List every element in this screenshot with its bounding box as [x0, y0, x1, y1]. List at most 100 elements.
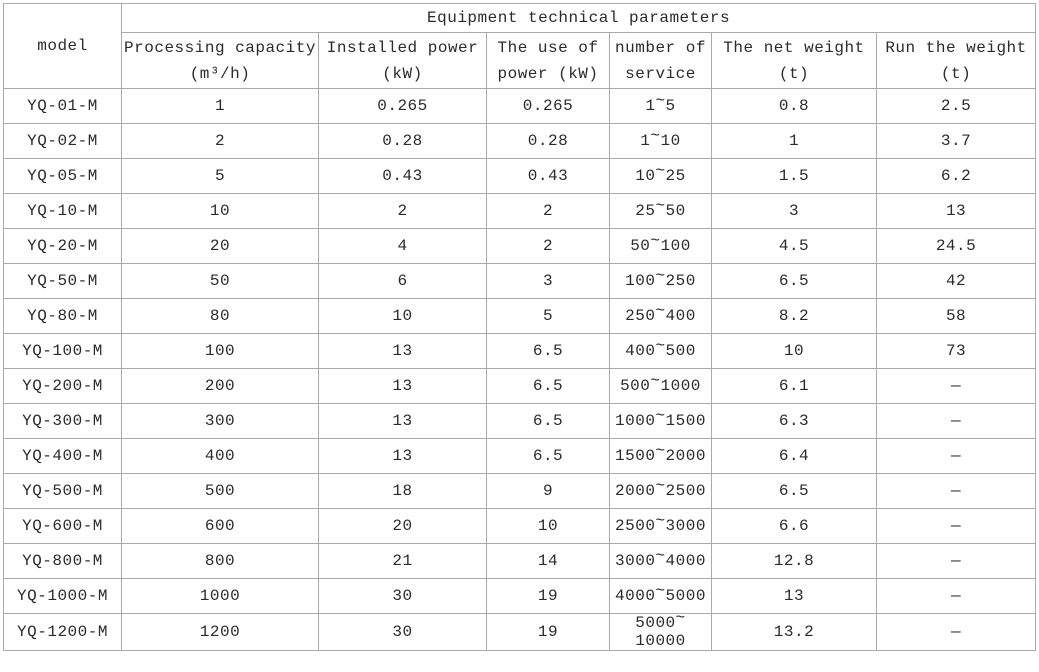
table-row: YQ-300-M 300 13 6.5 1000~1500 6.3—	[3, 403, 1037, 439]
value-cell: 1200	[121, 613, 319, 651]
model-cell: YQ-80-M	[3, 298, 122, 334]
value-cell: 18	[318, 473, 487, 509]
header-row-columns: Processing capacity (m³/h) Installed pow…	[4, 32, 1037, 89]
range-tilde: ~	[650, 232, 661, 250]
value-cell: 14	[486, 543, 610, 579]
table-row: YQ-50-M 50 6 3 100~250 6.5 42	[3, 263, 1037, 299]
value-cell: 50~100	[609, 228, 712, 264]
value-cell: 1	[711, 123, 877, 159]
value-cell: 10	[318, 298, 487, 334]
model-cell: YQ-01-M	[3, 88, 122, 124]
value-cell: 0.43	[486, 158, 610, 194]
range-tilde: ~	[655, 302, 666, 320]
value-cell: 5000~10000	[609, 613, 712, 651]
value-cell: 20	[318, 508, 487, 544]
value-cell: 2000~2500	[609, 473, 712, 509]
value-cell: 6.3	[711, 403, 877, 439]
model-cell: YQ-600-M	[3, 508, 122, 544]
value-cell: 2.5	[875, 88, 1037, 124]
column-header-run-weight: Run the weight (t)	[875, 32, 1037, 89]
value-cell: 10	[486, 508, 610, 544]
value-cell: 13	[711, 578, 877, 614]
value-cell: 0.265	[486, 88, 610, 124]
table-row: YQ-100-M 100 13 6.5 400~500 10 73	[3, 333, 1037, 369]
table-row: YQ-800-M 800 21 14 3000~4000 12.8—	[3, 543, 1037, 579]
value-cell: 3.7	[875, 123, 1037, 159]
table-row: YQ-1000-M 1000 30 19 4000~5000 13—	[3, 578, 1037, 614]
column-header-number-of-service: number of service	[609, 32, 712, 89]
range-tilde: ~	[650, 372, 661, 390]
value-cell: 100~250	[609, 263, 712, 299]
table-row: YQ-200-M 200 13 6.5 500~1000 6.1—	[3, 368, 1037, 404]
table-row: YQ-05-M 5 0.43 0.43 10~25 1.5 6.2	[3, 158, 1037, 194]
value-cell: 30	[318, 613, 487, 651]
range-tilde: ~	[655, 407, 666, 425]
range-tilde: ~	[655, 512, 666, 530]
value-cell: 500~1000	[609, 368, 712, 404]
model-cell: YQ-20-M	[3, 228, 122, 264]
table-row: YQ-80-M 80 10 5 250~400 8.2 58	[3, 298, 1037, 334]
value-cell: 3000~4000	[609, 543, 712, 579]
table-row: YQ-02-M 2 0.28 0.28 1~10 1 3.7	[3, 123, 1037, 159]
value-cell: 13	[318, 368, 487, 404]
model-cell: YQ-50-M	[3, 263, 122, 299]
value-cell: —	[875, 403, 1037, 439]
model-cell: YQ-05-M	[3, 158, 122, 194]
model-cell: YQ-500-M	[3, 473, 122, 509]
table-row: YQ-400-M 400 13 6.5 1500~2000 6.4—	[3, 438, 1037, 474]
value-cell: 25~50	[609, 193, 712, 229]
value-cell: 6.5	[486, 438, 610, 474]
value-cell: 9	[486, 473, 610, 509]
value-cell: 19	[486, 578, 610, 614]
value-cell: 300	[121, 403, 319, 439]
value-cell: 600	[121, 508, 319, 544]
value-cell: 800	[121, 543, 319, 579]
table-header: model Equipment technical parameters Pro…	[3, 3, 1037, 89]
value-cell: 13	[318, 438, 487, 474]
column-header-net-weight: The net weight (t)	[711, 32, 877, 89]
value-cell: 500	[121, 473, 319, 509]
range-tilde: ~	[655, 547, 666, 565]
value-cell: —	[875, 368, 1037, 404]
model-cell: YQ-400-M	[3, 438, 122, 474]
value-cell: 24.5	[875, 228, 1037, 264]
value-cell: —	[875, 613, 1037, 651]
value-cell: —	[875, 543, 1037, 579]
value-cell: 10	[121, 193, 319, 229]
model-column-header: model	[3, 3, 122, 89]
table-body: YQ-01-M 1 0.265 0.265 1~5 0.8 2.5 YQ-02-M 2 0.28 0…	[3, 88, 1037, 651]
value-cell: 0.43	[318, 158, 487, 194]
value-cell: 1000~1500	[609, 403, 712, 439]
value-cell: 2	[486, 193, 610, 229]
value-cell: 6.6	[711, 508, 877, 544]
value-cell: 0.265	[318, 88, 487, 124]
value-cell: 6	[318, 263, 487, 299]
model-cell: YQ-800-M	[3, 543, 122, 579]
value-cell: 3	[711, 193, 877, 229]
value-cell: 8.2	[711, 298, 877, 334]
value-cell: 80	[121, 298, 319, 334]
value-cell: —	[875, 438, 1037, 474]
table-title: Equipment technical parameters	[120, 3, 1037, 33]
value-cell: 1.5	[711, 158, 877, 194]
table-row: YQ-20-M 20 4 2 50~100 4.5 24.5	[3, 228, 1037, 264]
range-tilde: ~	[655, 582, 666, 600]
value-cell: 5	[121, 158, 319, 194]
value-cell: 2500~3000	[609, 508, 712, 544]
value-cell: 6.2	[875, 158, 1037, 194]
value-cell: 1000	[121, 578, 319, 614]
table-row: YQ-10-M 10 2 2 25~50 3 13	[3, 193, 1037, 229]
value-cell: 400~500	[609, 333, 712, 369]
value-cell: 13	[875, 193, 1037, 229]
model-cell: YQ-1000-M	[3, 578, 122, 614]
value-cell: 250~400	[609, 298, 712, 334]
value-cell: 0.28	[318, 123, 487, 159]
value-cell: 21	[318, 543, 487, 579]
value-cell: —	[875, 508, 1037, 544]
equipment-parameters-table: model Equipment technical parameters Pro…	[3, 3, 1037, 651]
column-header-processing-capacity: Processing capacity (m³/h)	[121, 32, 319, 89]
value-cell: 1500~2000	[609, 438, 712, 474]
value-cell: 3	[486, 263, 610, 299]
value-cell: 20	[121, 228, 319, 264]
